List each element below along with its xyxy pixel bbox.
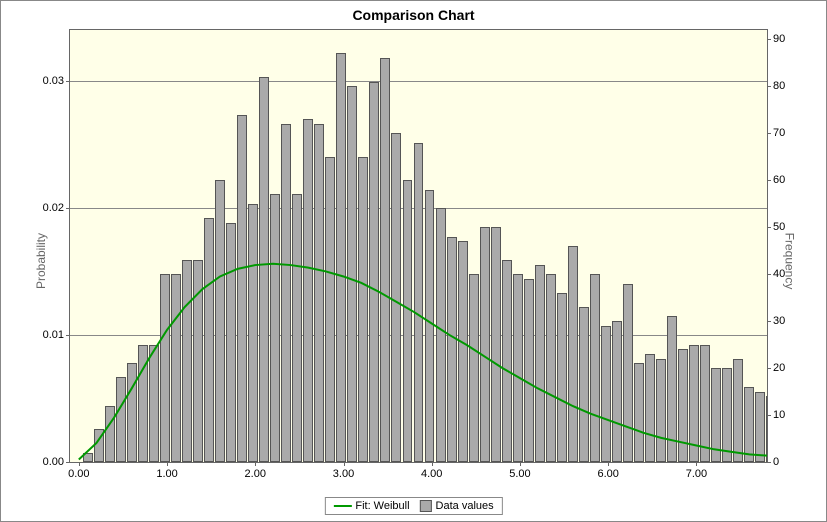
chart-title: Comparison Chart	[1, 1, 826, 29]
y-right-tick-label: 0	[773, 456, 779, 468]
x-tick-label: 3.00	[333, 468, 354, 480]
y-axis-right-label: Frequency	[783, 233, 797, 290]
chart-container: Comparison Chart Probability Frequency 0…	[0, 0, 827, 522]
x-tick-label: 5.00	[509, 468, 530, 480]
legend-data-label: Data values	[436, 500, 494, 512]
x-tick-label: 7.00	[686, 468, 707, 480]
y-left-tick-label: 0.02	[43, 202, 64, 214]
y-right-tick-label: 20	[773, 362, 785, 374]
x-tick-label: 0.00	[68, 468, 89, 480]
legend-item-fit: Fit: Weibull	[333, 500, 409, 512]
y-right-tick-label: 60	[773, 174, 785, 186]
y-right-tick-label: 10	[773, 409, 785, 421]
y-left-tick-label: 0.00	[43, 456, 64, 468]
y-right-tick-label: 30	[773, 315, 785, 327]
y-right-tick-label: 80	[773, 80, 785, 92]
plot-area: 0.000.010.020.0301020304050607080900.001…	[69, 29, 768, 463]
legend-item-data: Data values	[420, 500, 494, 512]
x-tick-label: 1.00	[156, 468, 177, 480]
y-right-tick-label: 40	[773, 268, 785, 280]
legend-line-icon	[333, 505, 351, 507]
legend-box-icon	[420, 500, 432, 512]
y-right-tick-label: 50	[773, 221, 785, 233]
fit-curve	[70, 30, 767, 462]
y-right-tick-label: 90	[773, 33, 785, 45]
legend: Fit: Weibull Data values	[324, 497, 502, 515]
y-left-tick-label: 0.03	[43, 75, 64, 87]
legend-fit-label: Fit: Weibull	[355, 500, 409, 512]
x-tick-label: 4.00	[421, 468, 442, 480]
y-right-tick-label: 70	[773, 127, 785, 139]
x-tick-label: 2.00	[245, 468, 266, 480]
x-tick-label: 6.00	[597, 468, 618, 480]
y-axis-left-label: Probability	[34, 233, 48, 289]
y-left-tick-label: 0.01	[43, 329, 64, 341]
